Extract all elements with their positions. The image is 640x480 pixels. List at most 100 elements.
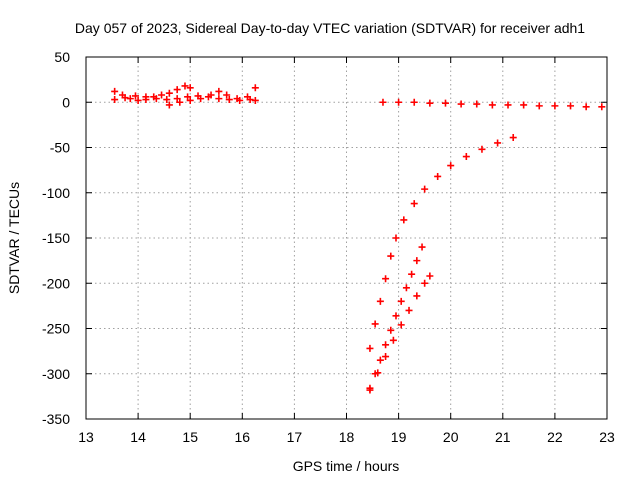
data-point [395,98,403,106]
data-point [376,297,384,305]
y-tick-label: 0 [62,94,70,110]
y-tick-label: -200 [42,275,70,291]
data-point [366,386,374,394]
data-point [184,93,192,101]
data-point [400,216,408,224]
data-point [402,284,410,292]
x-axis-label: GPS time / hours [293,458,400,474]
x-tick-label: 23 [599,429,615,445]
data-point [382,341,390,349]
data-point [473,100,481,108]
data-point [207,91,215,99]
data-point [121,94,129,102]
y-tick-label: -150 [42,230,70,246]
data-point [478,145,486,153]
data-point [387,252,395,260]
data-point [421,279,429,287]
data-point [215,95,223,103]
data-point [504,101,512,109]
data-point [215,87,223,95]
data-point [366,344,374,352]
series-curve-a [366,134,517,352]
data-point [251,96,259,104]
data-point [382,353,390,361]
data-point [418,243,426,251]
data-point [457,100,465,108]
data-point [410,200,418,208]
data-point [387,326,395,334]
data-point [158,91,166,99]
data-point [413,257,421,265]
grid [86,57,607,419]
data-point [382,275,390,283]
data-point [233,95,241,103]
data-point [410,98,418,106]
data-point [494,139,502,147]
data-point [163,96,171,104]
data-point [371,320,379,328]
data-point [376,356,384,364]
data-point [392,312,400,320]
data-point [520,101,528,109]
data-point [379,98,387,106]
data-point [488,101,496,109]
x-tick-label: 13 [78,429,94,445]
x-tick-label: 22 [547,429,563,445]
ticks: 13 14 15 16 17 18 19 20 21 22 23 50 0 -50 -100 -150 -200… [42,49,615,445]
data-point [165,89,173,97]
x-tick-label: 18 [339,429,355,445]
data-point [426,99,434,107]
data-point [434,172,442,180]
data-point [111,96,119,104]
y-tick-label: -350 [42,411,70,427]
y-tick-label: -100 [42,185,70,201]
data-point [225,96,233,104]
data-point [462,153,470,161]
chart-title: Day 057 of 2023, Sidereal Day-to-day VTE… [75,20,585,36]
series-early-cluster-a [111,82,194,104]
data-point [447,162,455,170]
series-curve-c [366,272,434,394]
data-point [244,93,252,101]
x-tick-label: 17 [287,429,303,445]
data-point [582,103,590,111]
data-point [413,292,421,300]
data-point [165,101,173,109]
data-point [142,93,150,101]
data-point [405,306,413,314]
series-early-cluster-b [111,92,259,104]
series-early-cluster-c [165,84,259,109]
data-point [126,95,134,103]
data-point [186,96,194,104]
data-point [397,297,405,305]
data-point [111,87,119,95]
data-point [131,92,139,100]
data-point [421,185,429,193]
data-point [173,86,181,94]
data-points [111,82,606,394]
data-point [397,321,405,329]
x-tick-label: 20 [443,429,459,445]
data-point [408,270,416,278]
data-point [197,95,205,103]
x-tick-label: 16 [235,429,251,445]
data-point [441,99,449,107]
y-tick-label: -250 [42,321,70,337]
y-tick-label: -50 [50,140,70,156]
data-point [152,95,160,103]
x-tick-label: 14 [130,429,146,445]
data-point [173,95,181,103]
x-tick-label: 21 [495,429,511,445]
x-tick-label: 15 [182,429,198,445]
data-point [598,103,606,111]
data-point [134,96,142,104]
data-point [181,82,189,90]
data-point [186,84,194,92]
data-point [176,98,184,106]
data-point [392,234,400,242]
y-tick-label: 50 [54,49,70,65]
series-curve-b [366,243,426,392]
data-point [223,91,231,99]
y-axis-label: SDTVAR / TECUs [6,182,22,294]
